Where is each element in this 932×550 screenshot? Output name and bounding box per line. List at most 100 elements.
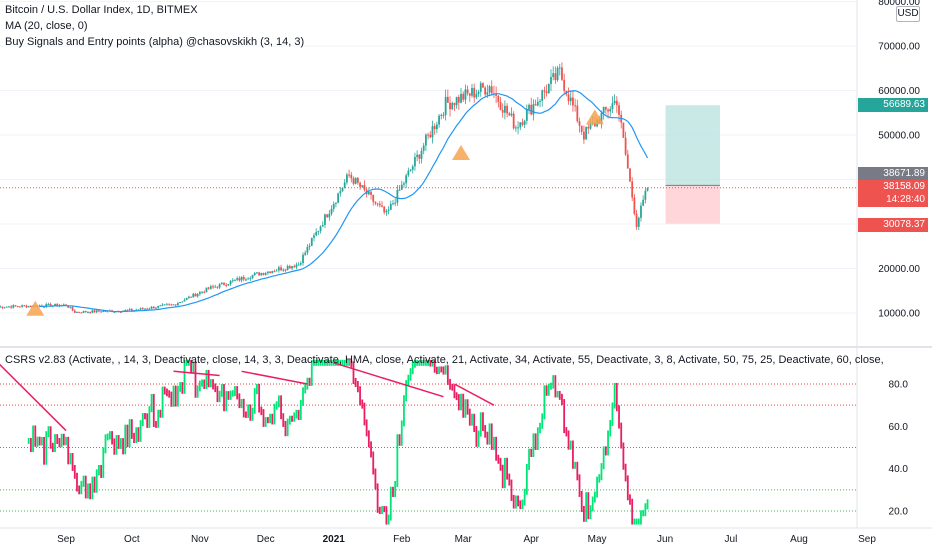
candle-body	[38, 305, 41, 307]
price-tick-label: 20000.00	[878, 264, 920, 275]
divergence-line	[454, 383, 495, 406]
candle-body	[135, 309, 138, 311]
candle-body	[389, 203, 392, 210]
candle-body	[152, 306, 155, 309]
candle-body	[403, 183, 405, 185]
candle-body	[341, 187, 344, 192]
candle-body	[225, 284, 228, 286]
ma-legend[interactable]: MA (20, close, 0)	[5, 20, 88, 32]
candle-body	[602, 106, 605, 113]
candle-body	[541, 90, 544, 101]
candle-body	[249, 278, 252, 280]
candle-body	[396, 189, 399, 203]
target-zone[interactable]	[665, 105, 720, 186]
candle-body	[201, 291, 203, 293]
candle-body	[525, 109, 528, 121]
candle-body	[394, 202, 397, 204]
candle-body	[490, 86, 493, 94]
candle-body	[407, 170, 410, 176]
candle-body	[462, 93, 465, 100]
candle-body	[442, 114, 445, 116]
oscillator-axis[interactable]: 80.0 60.0 40.0 20.0	[889, 380, 909, 518]
symbol-title[interactable]: Bitcoin / U.S. Dollar Index, 1D, BITMEX	[5, 4, 198, 16]
candle-body	[532, 104, 535, 115]
candle-body	[422, 145, 425, 151]
candle-body	[497, 95, 500, 103]
time-axis[interactable]: Sep Oct Nov Dec 2021 Feb Mar Apr May Jun Jul Aug Sep	[57, 534, 876, 545]
candle-body	[150, 306, 153, 309]
candle-body	[635, 213, 638, 227]
candle-body	[339, 191, 342, 194]
candle-body	[536, 101, 539, 106]
candle-body	[646, 188, 649, 191]
candle-body	[534, 104, 537, 106]
candle-body	[275, 270, 278, 272]
candle-body	[304, 252, 307, 255]
risk-reward-zones[interactable]	[665, 105, 720, 224]
candle-body	[629, 168, 631, 182]
candle-body	[163, 304, 166, 306]
candle-body	[62, 304, 65, 306]
candle-body	[65, 304, 67, 306]
candle-body	[414, 157, 416, 167]
oscillator-legend[interactable]: CSRS v2.83 (Activate, , 14, 3, Deactivat…	[5, 354, 885, 366]
candle-body	[87, 312, 89, 314]
candle-body	[262, 273, 265, 275]
time-tick-label: May	[588, 534, 607, 545]
candle-body	[317, 231, 320, 233]
candle-body	[545, 91, 548, 94]
candle-body	[293, 266, 296, 268]
candle-body	[574, 105, 577, 107]
price-axis[interactable]: 80000.0070000.0060000.0050000.0040000.00…	[878, 0, 920, 320]
candle-body	[14, 305, 17, 307]
last-price-tag: 38158.09	[858, 180, 928, 194]
candle-body	[425, 134, 427, 146]
candle-body	[618, 105, 620, 115]
candle-body	[71, 307, 74, 311]
candle-body	[54, 303, 56, 306]
candle-body	[170, 304, 173, 306]
oscillator-levels	[0, 383, 857, 512]
candle-body	[420, 150, 423, 159]
candle-body	[128, 309, 131, 311]
candle-body	[161, 304, 164, 306]
divergence-line	[173, 370, 220, 377]
candle-body	[306, 247, 309, 253]
candle-body	[383, 206, 386, 213]
time-tick-label: Feb	[393, 534, 411, 545]
indicator-legend[interactable]: Buy Signals and Entry points (alpha) @ch…	[5, 36, 305, 48]
candle-body	[238, 278, 241, 281]
currency-button[interactable]: USD	[896, 6, 920, 22]
oscillator-tick-label: 40.0	[889, 464, 909, 475]
candle-body	[190, 296, 192, 298]
candle-body	[567, 94, 570, 102]
candle-body	[633, 197, 636, 214]
candle-body	[104, 310, 107, 312]
candle-body	[12, 305, 15, 308]
divergence-line	[0, 363, 67, 432]
candle-body	[576, 105, 579, 122]
candle-body	[76, 311, 78, 313]
candle-body	[212, 286, 214, 288]
candle-body	[446, 96, 449, 103]
candle-body	[466, 89, 469, 94]
candle-body	[95, 310, 98, 313]
buy-signal-triangle	[585, 109, 604, 125]
candle-body	[310, 237, 313, 246]
candle-body	[236, 278, 239, 280]
candle-body	[613, 100, 616, 104]
candle-body	[139, 308, 142, 310]
candle-body	[528, 104, 530, 110]
candle-body	[3, 307, 6, 309]
candle-body	[451, 102, 454, 110]
candle-body	[302, 254, 304, 264]
time-tick-label: Nov	[191, 534, 209, 545]
time-tick-label: 2021	[323, 534, 346, 545]
candle-body	[482, 83, 484, 88]
candle-body	[374, 201, 377, 204]
candle-body	[350, 174, 353, 179]
stop-zone[interactable]	[665, 185, 720, 224]
candle-body	[600, 112, 603, 124]
stop-price-tag: 30078.37	[858, 218, 928, 232]
